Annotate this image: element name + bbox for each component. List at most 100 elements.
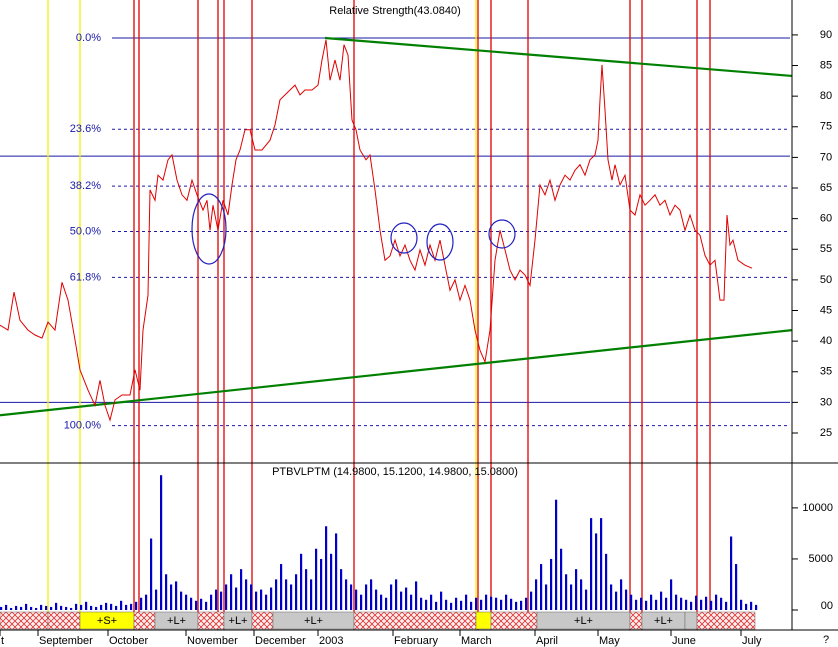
y-tick-label: 00 (821, 600, 833, 612)
volume-bar (520, 600, 523, 610)
volume-bar (600, 518, 603, 610)
volume-bar (730, 536, 733, 610)
volume-bar (440, 591, 443, 610)
fib-label: 61.8% (70, 271, 101, 283)
volume-bar (145, 594, 148, 610)
volume-bar (710, 600, 713, 610)
volume-bar (355, 589, 358, 610)
volume-bar (715, 594, 718, 610)
volume-bar (595, 533, 598, 610)
volume-bar (505, 594, 508, 610)
volume-bar (540, 564, 543, 610)
annotation-circle (426, 223, 454, 261)
volume-bar (225, 584, 228, 610)
volume-bar (130, 603, 133, 610)
volume-bar (395, 579, 398, 610)
volume-bar (425, 599, 428, 610)
trendline (324, 36, 793, 78)
volume-bar (720, 597, 723, 610)
volume-bar (510, 598, 513, 610)
volume-bar (465, 594, 468, 610)
volume-bar (675, 594, 678, 610)
volume-bar (10, 607, 13, 610)
x-tick-label: December (255, 635, 306, 647)
volume-bar (50, 606, 53, 610)
volume-bar (265, 594, 268, 610)
volume-bar (210, 594, 213, 610)
volume-bar (230, 574, 233, 610)
volume-bar (445, 599, 448, 610)
volume-bar (285, 579, 288, 610)
volume-bar (665, 597, 668, 610)
y-tick-label: 70 (820, 151, 832, 163)
volume-bar (270, 587, 273, 610)
y-tick-label: 5000 (809, 553, 833, 565)
y-tick-label: 60 (820, 213, 832, 225)
volume-bar (290, 584, 293, 610)
volume-bar (560, 548, 563, 610)
volume-bar (735, 564, 738, 610)
volume-bar (100, 604, 103, 610)
volume-bar (610, 584, 613, 610)
volume-bar (745, 603, 748, 610)
volume-bar (255, 591, 258, 610)
volume-bar (365, 584, 368, 610)
volume-bar (565, 574, 568, 610)
annotation-circle (488, 219, 516, 249)
volume-bar (480, 599, 483, 610)
volume-bar (140, 597, 143, 610)
x-tick-label: September (39, 635, 93, 647)
x-tick-label: June (672, 635, 696, 647)
volume-bar (315, 548, 318, 610)
volume-bar (85, 601, 88, 610)
volume-bar (555, 499, 558, 610)
volume-bar (165, 574, 168, 610)
volume-bar (180, 591, 183, 610)
volume-bar (455, 597, 458, 610)
volume-bar (110, 603, 113, 610)
volume-bar (620, 579, 623, 610)
volume-bar (170, 584, 173, 610)
region-label: +S+ (97, 615, 117, 627)
signal-region (684, 611, 698, 630)
volume-bar (585, 589, 588, 610)
volume-bar (740, 599, 743, 610)
volume-bar (45, 605, 48, 610)
volume-bar (205, 601, 208, 610)
region-label: +L+ (229, 615, 248, 627)
signal-region (490, 611, 538, 630)
volume-bar (535, 579, 538, 610)
volume-bar (650, 594, 653, 610)
region-label: +L+ (654, 615, 673, 627)
volume-bar (260, 589, 263, 610)
volume-bar (310, 579, 313, 610)
volume-bar (80, 604, 83, 610)
volume-bar (295, 574, 298, 610)
volume-bar (750, 601, 753, 610)
volume-bar (700, 599, 703, 610)
region-label: +L+ (574, 615, 593, 627)
volume-bar (0, 606, 3, 610)
volume-bar (25, 603, 28, 610)
volume-bar (405, 587, 408, 610)
volume-bar (655, 599, 658, 610)
corner-mark: ? (823, 634, 829, 646)
y-tick-label: 65 (820, 182, 832, 194)
volume-bar (575, 569, 578, 610)
volume-bar (185, 594, 188, 610)
fib-label: 100.0% (64, 420, 102, 432)
volume-bar (435, 601, 438, 610)
volume-bar (485, 594, 488, 610)
volume-bar (235, 587, 238, 610)
volume-bar (75, 603, 78, 610)
volume-bar (275, 579, 278, 610)
volume-bar (90, 605, 93, 610)
x-tick-label: t (1, 635, 4, 647)
signal-region (47, 611, 81, 630)
volume-title: PTBVLPTM (14.9800, 15.1200, 14.9800, 15.… (272, 466, 518, 478)
volume-bar (125, 604, 128, 610)
volume-bar (460, 600, 463, 610)
volume-bar (350, 584, 353, 610)
volume-bar (215, 589, 218, 610)
y-tick-label: 50 (820, 274, 832, 286)
